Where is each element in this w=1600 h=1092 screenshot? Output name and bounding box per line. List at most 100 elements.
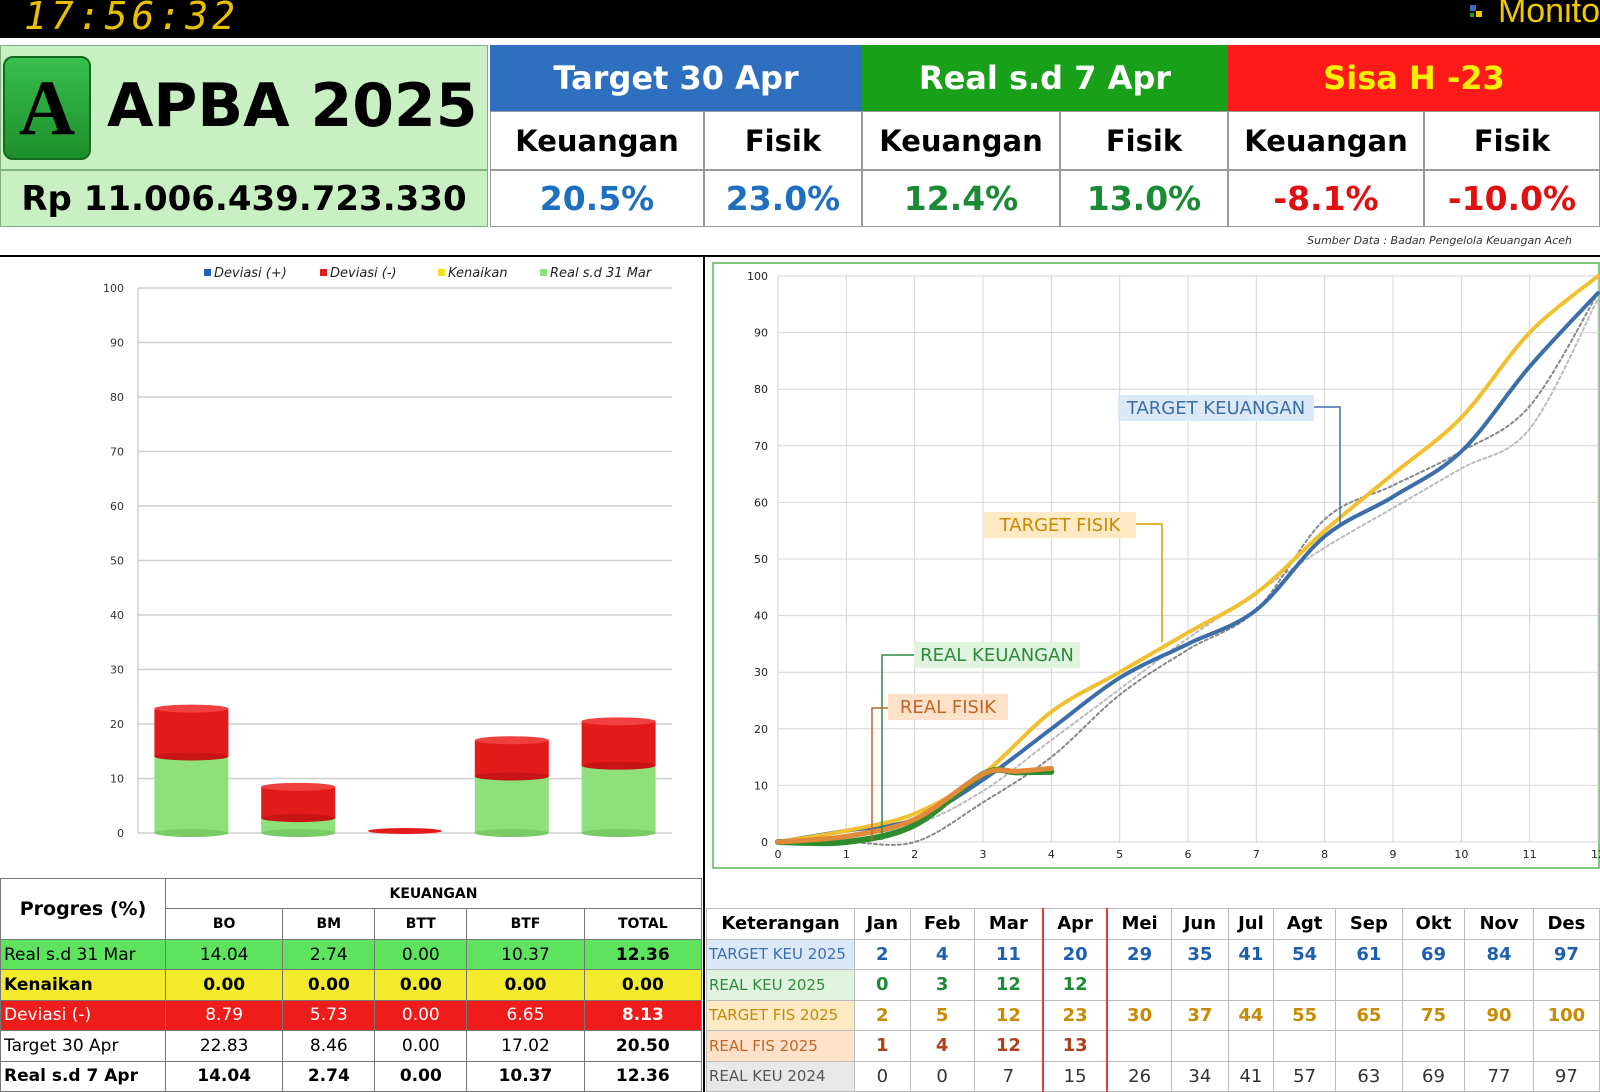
month-cell: 30 (1106, 999, 1173, 1031)
page-title: APBA 2025 (107, 71, 478, 141)
progress-col-btf: BTF (466, 908, 585, 940)
month-cell: 1 (854, 1030, 911, 1062)
progress-col-bo: BO (164, 908, 284, 940)
month-cell (1227, 969, 1275, 1001)
month-header-nov: Nov (1464, 908, 1534, 940)
y-tick-label: 0 (117, 827, 124, 840)
series-line (777, 291, 1599, 846)
legend-label: Kenaikan (448, 266, 508, 281)
series-line (775, 765, 1054, 845)
x-tick-label: 3 (980, 848, 987, 861)
y-tick-label: 20 (110, 718, 124, 731)
divider-horizontal (0, 255, 1600, 257)
month-row: REAL KEU 2024 0 0 7 15 26 34 41 57 63 69 77 97 (706, 1060, 1600, 1092)
legend-swatch (438, 269, 445, 276)
month-cell: 61 (1335, 938, 1403, 970)
value-fisik-real: 13.0% (1060, 170, 1228, 227)
x-tick-label: 2 (911, 848, 918, 861)
month-cell: 65 (1335, 999, 1403, 1031)
legend-label: Real s.d 31 Mar (550, 266, 653, 281)
month-cell: 97 (1532, 938, 1600, 970)
y-tick-label: 100 (747, 270, 768, 283)
legend-swatch (204, 269, 211, 276)
progress-cell: 10.37 (466, 938, 585, 971)
month-cell: 69 (1401, 938, 1466, 970)
month-cell: 5 (909, 999, 975, 1031)
divider-vertical (703, 255, 705, 1092)
month-cell: 75 (1401, 999, 1466, 1031)
monthly-table: Keterangan Jan Feb Mar Apr Mei Jun Jul Agt Sep Okt… (706, 908, 1600, 1092)
month-row: REAL KEU 2025 0 3 12 12 (706, 969, 1600, 1001)
monitor-logo-icon (1469, 4, 1482, 17)
x-tick-label: 7 (1253, 848, 1260, 861)
month-header-agt: Agt (1273, 908, 1337, 940)
progress-cell: 5.73 (282, 999, 376, 1032)
x-tick-label: 1 (843, 848, 850, 861)
progress-cell: 10.37 (466, 1060, 585, 1092)
month-row-label: TARGET KEU 2025 (706, 938, 855, 970)
value-keuangan-real: 12.4% (862, 170, 1060, 227)
month-cell (1171, 1030, 1229, 1062)
month-cell: 12 (1042, 969, 1109, 1001)
bar-joint (581, 761, 656, 770)
month-header-mar: Mar (973, 908, 1044, 940)
monitor-badge: Monito (1468, 0, 1600, 31)
month-cell: 34 (1171, 1060, 1229, 1092)
annotation-leader (1314, 406, 1341, 524)
month-cell: 7 (973, 1060, 1044, 1092)
month-cell: 26 (1106, 1060, 1173, 1092)
bar-joint (261, 814, 336, 823)
sub-keuangan-sisa: Keuangan (1228, 111, 1424, 170)
month-cell: 12 (973, 999, 1044, 1031)
y-tick-label: 50 (110, 555, 124, 568)
month-header-des: Des (1532, 908, 1600, 940)
bar-base (261, 829, 336, 837)
sub-keuangan-real: Keuangan (862, 111, 1060, 170)
y-tick-label: 10 (110, 773, 124, 786)
sub-fisik-real: Fisik (1060, 111, 1228, 170)
x-tick-label: 10 (1454, 848, 1468, 861)
data-source: Sumber Data : Badan Pengelola Keuangan A… (1307, 234, 1572, 247)
month-row-label: REAL FIS 2025 (706, 1030, 855, 1062)
series-line (776, 274, 1600, 844)
month-cell: 97 (1532, 1060, 1600, 1092)
month-cell: 0 (909, 1060, 975, 1092)
month-cell: 2 (854, 938, 911, 970)
annotation-label: REAL KEUANGAN (920, 645, 1074, 666)
y-tick-label: 70 (754, 440, 768, 453)
bar-base (474, 829, 549, 837)
y-tick-label: 30 (754, 666, 768, 679)
progress-cell: 8.13 (583, 999, 703, 1032)
progress-cell: 0.00 (282, 969, 376, 1001)
progress-bar-chart: 0 10 20 30 40 50 60 70 80 90 100 Deviasi (+) Deviasi… (103, 266, 672, 840)
bar-joint (474, 772, 549, 781)
x-tick-label: 5 (1116, 848, 1123, 861)
y-tick-label: 0 (761, 836, 768, 849)
month-cell (1227, 1030, 1275, 1062)
y-tick-label: 50 (754, 553, 768, 566)
y-tick-label: 40 (110, 609, 124, 622)
group-sisa: Sisa H -23 (1228, 45, 1600, 111)
x-tick-label: 11 (1523, 848, 1537, 861)
month-cell (1401, 1030, 1466, 1062)
month-row: TARGET FIS 2025 2 5 12 23 30 37 44 55 65 75 90 100 (706, 999, 1600, 1031)
progress-cell: 0.00 (583, 969, 703, 1001)
month-row-label: TARGET FIS 2025 (706, 999, 855, 1031)
month-row: REAL FIS 2025 1 4 12 13 (706, 1030, 1600, 1062)
progress-col-total: TOTAL (583, 908, 703, 940)
progress-row: Kenaikan 0.00 0.00 0.00 0.00 0.00 (0, 969, 703, 1001)
month-cell: 29 (1106, 938, 1173, 970)
month-cell (1273, 969, 1337, 1001)
bar-deviasi (261, 786, 336, 819)
progress-cell: 0.00 (374, 969, 468, 1001)
month-cell: 54 (1273, 938, 1337, 970)
y-tick-label: 100 (103, 282, 124, 295)
y-tick-label: 30 (110, 664, 124, 677)
x-tick-label: 12 (1591, 848, 1600, 861)
budget-total: Rp 11.006.439.723.330 (0, 170, 488, 227)
progress-row: Target 30 Apr 22.83 8.46 0.00 17.02 20.50 (0, 1030, 703, 1062)
y-tick-label: 90 (754, 327, 768, 340)
month-cell: 0 (854, 969, 911, 1001)
progress-cell: 2.74 (282, 1060, 376, 1092)
month-cell (1171, 969, 1229, 1001)
